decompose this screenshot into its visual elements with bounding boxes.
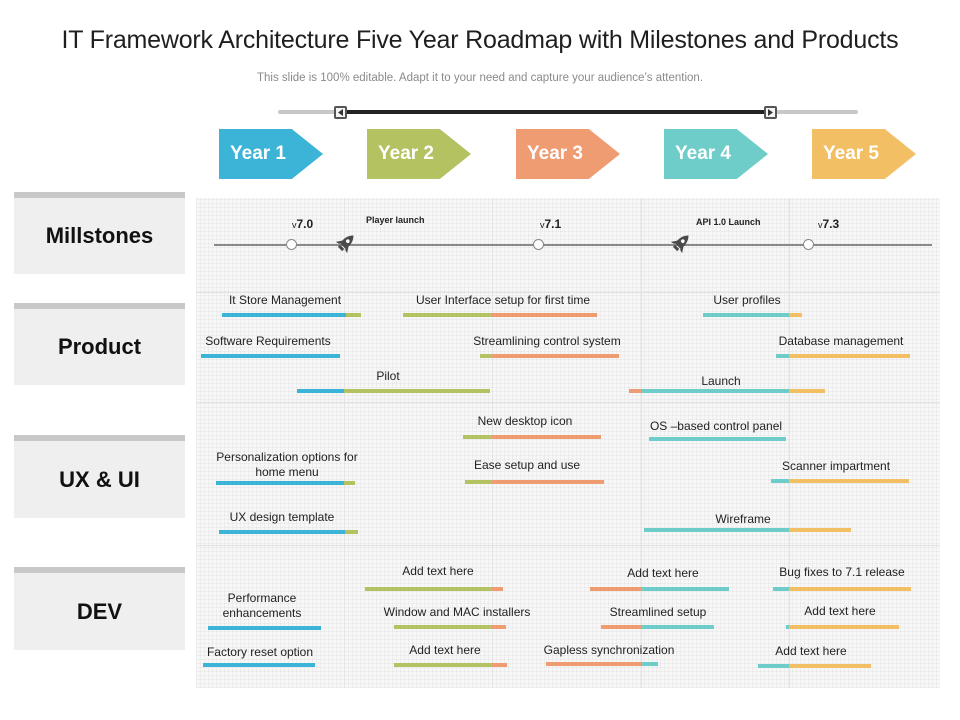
- milestone-note-player-launch: Player launch: [366, 215, 425, 225]
- year-1-chevron: Year 1: [219, 129, 323, 179]
- year-divider: [492, 198, 493, 688]
- row-label-milestones: Millstones: [14, 192, 185, 274]
- task-label: Add text here: [409, 643, 481, 657]
- triangle-right-icon: [768, 109, 773, 116]
- year-divider: [641, 198, 642, 688]
- task-label: Software Requirements: [205, 334, 331, 348]
- task-label: New desktop icon: [477, 414, 573, 428]
- row-divider: [196, 292, 940, 293]
- row-label-product: Product: [14, 303, 185, 385]
- task-label: Pilot: [376, 369, 400, 383]
- year-3-chevron: Year 3: [516, 129, 620, 179]
- task-bar[interactable]: [773, 587, 911, 591]
- task-label: Bug fixes to 7.1 release: [779, 565, 905, 579]
- triangle-left-icon: [338, 109, 343, 116]
- year-divider: [344, 198, 345, 688]
- task-label: Launch: [701, 374, 741, 388]
- task-bar[interactable]: [201, 354, 340, 358]
- task-bar[interactable]: [786, 625, 899, 629]
- page-title: IT Framework Architecture Five Year Road…: [61, 26, 899, 54]
- task-bar[interactable]: [644, 528, 851, 532]
- task-label: UX design template: [229, 510, 335, 524]
- row-label-ux-ui: UX & UI: [14, 435, 185, 518]
- task-bar[interactable]: [203, 663, 315, 667]
- task-bar[interactable]: [480, 354, 619, 358]
- milestone-marker-v7-1[interactable]: [533, 239, 544, 250]
- year-divider: [789, 198, 790, 688]
- slider-start-handle[interactable]: [334, 106, 347, 119]
- rocket-icon: [335, 235, 354, 254]
- task-label: OS –based control panel: [649, 419, 783, 433]
- row-divider: [196, 402, 940, 403]
- task-bar[interactable]: [365, 587, 503, 591]
- task-bar[interactable]: [546, 662, 658, 666]
- task-label: Personalization options for home menu: [216, 450, 358, 479]
- task-bar[interactable]: [590, 587, 729, 591]
- roadmap-grid: [196, 198, 940, 688]
- task-bar[interactable]: [601, 625, 714, 629]
- task-bar[interactable]: [297, 389, 490, 393]
- year-4-chevron: Year 4: [664, 129, 768, 179]
- task-label: It Store Management: [228, 293, 342, 307]
- milestone-marker-v7-3[interactable]: [803, 239, 814, 250]
- task-label: Add text here: [775, 644, 847, 658]
- task-bar[interactable]: [219, 530, 358, 534]
- row-divider: [196, 545, 940, 546]
- task-bar[interactable]: [629, 389, 825, 393]
- row-label-dev: DEV: [14, 567, 185, 650]
- year-5-chevron: Year 5: [812, 129, 916, 179]
- milestone-note-api-launch: API 1.0 Launch: [696, 217, 761, 227]
- task-bar[interactable]: [403, 313, 597, 317]
- milestone-version-v7-1: v7.1: [540, 217, 562, 231]
- rocket-icon: [670, 235, 689, 254]
- task-bar[interactable]: [758, 664, 871, 668]
- task-label: Factory reset option: [206, 645, 314, 659]
- slider-end-handle[interactable]: [764, 106, 777, 119]
- task-label: User profiles: [713, 293, 781, 307]
- task-bar[interactable]: [463, 435, 601, 439]
- task-label: Ease setup and use: [473, 458, 581, 472]
- task-bar[interactable]: [394, 663, 507, 667]
- task-label: Database management: [778, 334, 904, 348]
- task-label: Wireframe: [715, 512, 771, 526]
- task-label: Add text here: [627, 566, 699, 580]
- task-bar[interactable]: [776, 354, 910, 358]
- task-bar[interactable]: [222, 313, 361, 317]
- year-2-chevron: Year 2: [367, 129, 471, 179]
- task-label: Performance enhancements: [222, 591, 302, 620]
- task-bar[interactable]: [208, 626, 321, 630]
- milestone-timeline: [214, 244, 932, 246]
- task-bar[interactable]: [216, 481, 355, 485]
- task-bar[interactable]: [703, 313, 802, 317]
- task-bar[interactable]: [394, 625, 506, 629]
- task-label: Add text here: [402, 564, 474, 578]
- page-subtitle: This slide is 100% editable. Adapt it to…: [256, 72, 704, 84]
- task-bar[interactable]: [771, 479, 909, 483]
- task-bar[interactable]: [465, 480, 604, 484]
- task-label: User Interface setup for first time: [415, 293, 591, 307]
- task-label: Add text here: [804, 604, 876, 618]
- task-label: Streamlining control system: [473, 334, 621, 348]
- task-label: Scanner impartment: [781, 459, 891, 473]
- task-label: Gapless synchronization: [543, 643, 675, 657]
- milestone-marker-v7-0[interactable]: [286, 239, 297, 250]
- task-bar[interactable]: [649, 437, 786, 441]
- task-label: Window and MAC installers: [383, 605, 531, 619]
- milestone-version-v7-0: v7.0: [292, 217, 314, 231]
- milestone-version-v7-3: v7.3: [818, 217, 840, 231]
- task-label: Streamlined setup: [609, 605, 707, 619]
- timeline-slider-range: [340, 110, 772, 114]
